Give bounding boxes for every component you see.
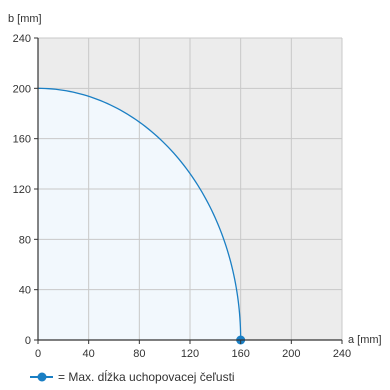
legend: = Max. dĺžka uchopovacej čeľusti <box>30 369 235 384</box>
y-tick-label: 160 <box>13 134 31 146</box>
y-tick-label: 240 <box>13 33 31 45</box>
legend-marker-icon <box>37 372 47 382</box>
x-tick-label: 40 <box>83 348 95 360</box>
x-tick-label: 0 <box>35 348 41 360</box>
x-ticks: 0 40 80 120 160 200 240 <box>35 340 351 360</box>
y-ticks: 0 40 80 120 160 200 240 <box>13 33 38 347</box>
y-axis-title: b [mm] <box>8 13 42 25</box>
x-tick-label: 120 <box>181 348 199 360</box>
y-tick-label: 40 <box>19 285 31 297</box>
x-tick-label: 160 <box>231 348 249 360</box>
y-tick-label: 80 <box>19 234 31 246</box>
x-tick-label: 240 <box>333 348 351 360</box>
x-tick-label: 80 <box>133 348 145 360</box>
y-tick-label: 0 <box>25 335 31 347</box>
grid-lines <box>38 37 343 340</box>
legend-label: = Max. dĺžka uchopovacej čeľusti <box>58 369 235 384</box>
x-tick-label: 200 <box>282 348 300 360</box>
y-tick-label: 120 <box>13 184 31 196</box>
series-curve <box>37 87 242 341</box>
y-tick-label: 200 <box>13 83 31 95</box>
x-axis-title: a [mm] <box>348 334 382 346</box>
